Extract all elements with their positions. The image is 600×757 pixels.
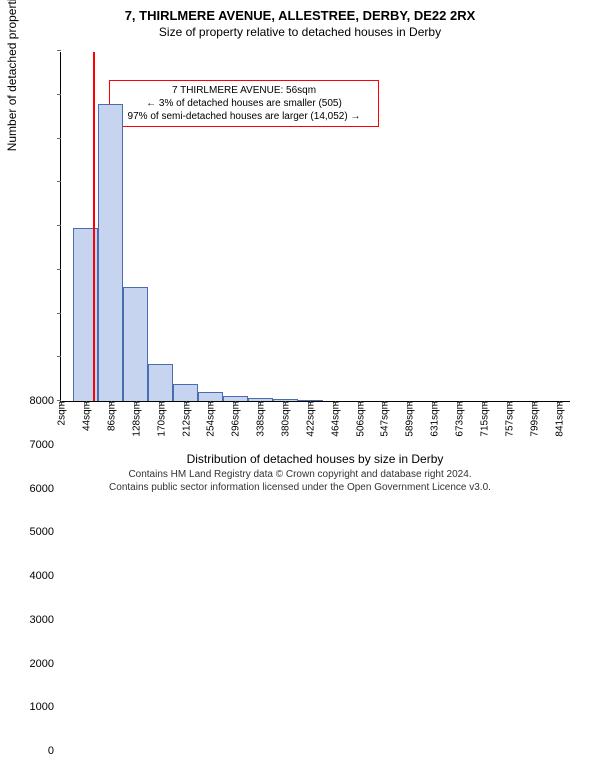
x-tick-label: 841sqm (552, 401, 565, 437)
y-tick-label: 1000 (30, 701, 54, 713)
x-tick-label: 338sqm (254, 401, 267, 437)
x-axis-label: Distribution of detached houses by size … (187, 452, 444, 466)
x-tick-label: 547sqm (378, 401, 391, 437)
annotation-line: ← 3% of detached houses are smaller (505… (116, 97, 372, 110)
annotation-box: 7 THIRLMERE AVENUE: 56sqm← 3% of detache… (109, 80, 379, 127)
histogram-bar (198, 392, 223, 401)
histogram-bar (148, 364, 173, 401)
page-title: 7, THIRLMERE AVENUE, ALLESTREE, DERBY, D… (0, 0, 600, 23)
footer: Contains HM Land Registry data © Crown c… (0, 468, 600, 494)
histogram-bar (98, 104, 123, 402)
x-tick-label: 757sqm (502, 401, 515, 437)
x-tick-label: 506sqm (353, 401, 366, 437)
x-tick-label: 464sqm (328, 401, 341, 437)
x-tick-label: 715sqm (477, 401, 490, 437)
footer-line-2: Contains public sector information licen… (0, 481, 600, 494)
x-tick-label: 799sqm (527, 401, 540, 437)
y-tick-label: 4000 (30, 570, 54, 582)
y-tick-label: 5000 (30, 526, 54, 538)
marker-line (93, 52, 95, 401)
y-tick-label: 3000 (30, 614, 54, 626)
histogram-bar (123, 287, 148, 401)
x-tick-label: 296sqm (229, 401, 242, 437)
y-axis-label: Number of detached properties (5, 0, 19, 151)
chart-area: Number of detached properties 7 THIRLMER… (60, 52, 570, 402)
plot-region: 7 THIRLMERE AVENUE: 56sqm← 3% of detache… (60, 52, 570, 402)
x-tick-label: 589sqm (403, 401, 416, 437)
x-tick-label: 380sqm (279, 401, 292, 437)
page-subtitle: Size of property relative to detached ho… (0, 23, 600, 39)
x-tick-label: 2sqm (55, 401, 68, 425)
x-tick-label: 128sqm (129, 401, 142, 437)
x-tick-label: 212sqm (179, 401, 192, 437)
x-tick-label: 631sqm (428, 401, 441, 437)
x-tick-label: 422sqm (304, 401, 317, 437)
y-tick-label: 7000 (30, 439, 54, 451)
y-tick-label: 0 (48, 745, 54, 757)
x-tick-label: 254sqm (204, 401, 217, 437)
annotation-line: 97% of semi-detached houses are larger (… (116, 110, 372, 123)
x-tick-label: 86sqm (104, 401, 117, 431)
x-tick-label: 170sqm (154, 401, 167, 437)
footer-line-1: Contains HM Land Registry data © Crown c… (0, 468, 600, 481)
y-tick-label: 2000 (30, 658, 54, 670)
x-tick-label: 673sqm (452, 401, 465, 437)
y-tick-label: 8000 (30, 395, 54, 407)
x-tick-label: 44sqm (79, 401, 92, 431)
histogram-bar (173, 384, 198, 401)
annotation-line: 7 THIRLMERE AVENUE: 56sqm (116, 84, 372, 97)
